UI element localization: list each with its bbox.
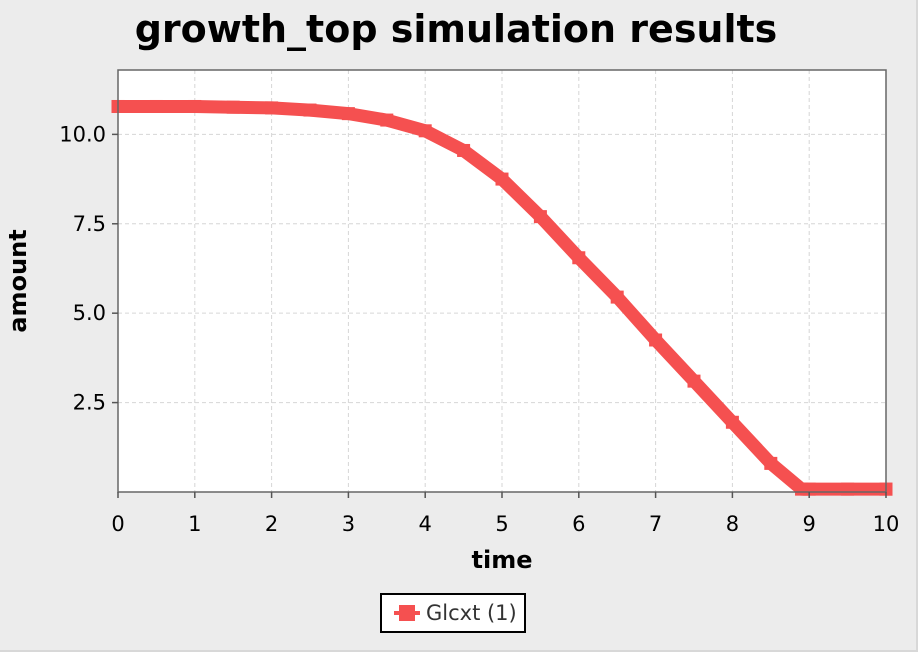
data-point [841,482,855,496]
x-tick-label: 8 [726,512,739,536]
x-tick-label: 6 [572,512,585,536]
series-layer [111,99,893,496]
legend: Glcxt (1) [380,593,526,633]
x-tick-label: 3 [342,512,355,536]
x-tick-label: 5 [495,512,508,536]
data-point [725,415,739,429]
x-axis: 0 1 2 3 4 5 6 7 8 9 10 [111,492,899,536]
data-point [572,251,586,265]
x-tick-label: 2 [265,512,278,536]
series-line [111,100,893,496]
x-axis-label: time [472,546,533,574]
data-point [687,374,701,388]
data-point [265,101,279,115]
legend-label: Glcxt (1) [426,601,517,625]
grid [118,70,886,492]
data-point [533,210,547,224]
y-axis: 2.5 5.0 7.5 10.0 [59,122,118,415]
chart-title: growth_top simulation results [135,7,778,51]
y-tick-label: 5.0 [73,301,106,325]
data-point [303,103,317,117]
x-tick-label: 9 [803,512,816,536]
data-point [610,290,624,304]
y-axis-label: amount [4,229,32,332]
data-point [341,107,355,121]
data-point [188,99,202,113]
y-tick-label: 2.5 [73,391,106,415]
y-tick-label: 7.5 [73,212,106,236]
data-point [764,456,778,470]
data-point [495,172,509,186]
data-point [649,333,663,347]
y-tick-label: 10.0 [59,122,106,146]
x-tick-label: 7 [649,512,662,536]
legend-swatch-icon [394,605,420,621]
data-point [418,124,432,138]
data-point [226,100,240,114]
x-tick-label: 1 [188,512,201,536]
x-tick-label: 0 [111,512,124,536]
x-tick-label: 10 [873,512,900,536]
data-point [149,99,163,113]
x-tick-label: 4 [419,512,432,536]
data-point [380,113,394,127]
data-point [457,143,471,157]
